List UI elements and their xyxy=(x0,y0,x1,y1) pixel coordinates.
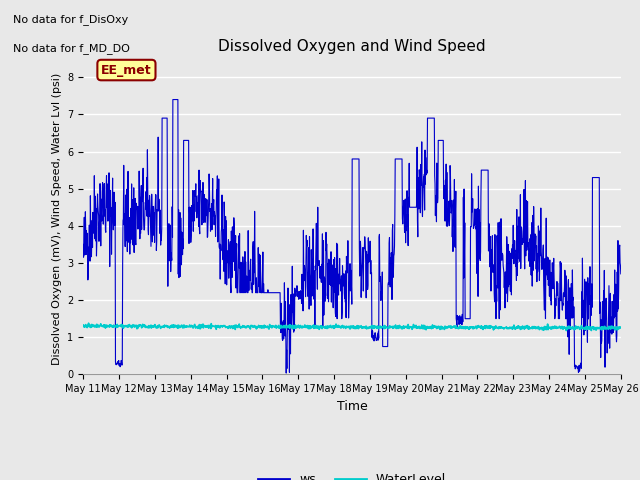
X-axis label: Time: Time xyxy=(337,400,367,413)
Text: No data for f_DisOxy: No data for f_DisOxy xyxy=(13,14,128,25)
Legend: ws, WaterLevel: ws, WaterLevel xyxy=(253,468,451,480)
Text: EE_met: EE_met xyxy=(101,63,152,76)
Y-axis label: Dissolved Oxygen (mV), Wind Speed, Water Lvl (psi): Dissolved Oxygen (mV), Wind Speed, Water… xyxy=(52,72,61,364)
Title: Dissolved Oxygen and Wind Speed: Dissolved Oxygen and Wind Speed xyxy=(218,39,486,54)
Text: No data for f_MD_DO: No data for f_MD_DO xyxy=(13,43,130,54)
